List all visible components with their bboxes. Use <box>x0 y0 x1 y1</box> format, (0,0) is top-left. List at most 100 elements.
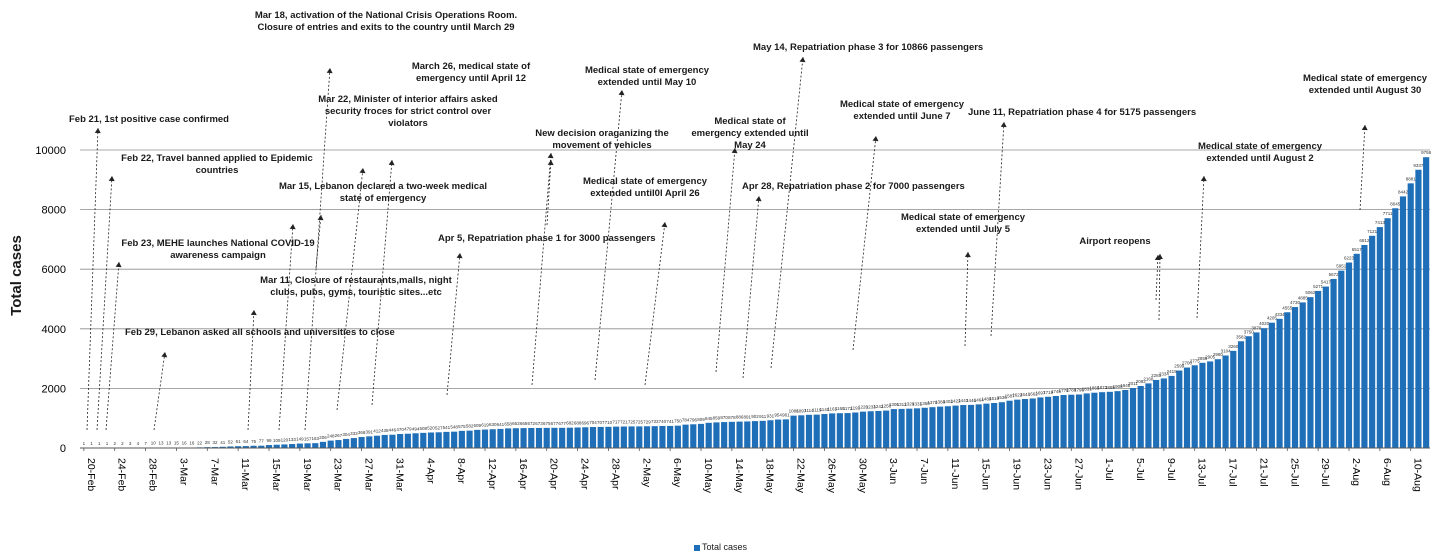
data-label: 878 <box>728 415 736 420</box>
data-label: 1788 <box>1066 388 1077 393</box>
bar <box>813 414 820 448</box>
bar <box>1122 390 1129 448</box>
data-label: 1536 <box>997 395 1008 400</box>
data-label: 1464 <box>974 397 985 402</box>
data-label: 677 <box>551 421 559 426</box>
annotation-arrow <box>1158 253 1161 321</box>
x-tick-label: 8-Apr <box>455 458 467 484</box>
data-label: 740 <box>659 419 667 424</box>
bar <box>682 424 689 448</box>
data-label: 1168 <box>835 406 845 411</box>
data-label: 4555 <box>1282 305 1293 310</box>
bar <box>775 419 782 448</box>
x-tick-label: 20-Apr <box>548 458 560 490</box>
arrow-head <box>731 148 738 154</box>
data-label: 22 <box>197 440 203 445</box>
data-label: 1119 <box>812 408 822 413</box>
data-label: 1442 <box>958 398 969 403</box>
bar <box>975 404 982 448</box>
data-label: 109 <box>273 438 281 443</box>
data-label: 163 <box>312 436 320 441</box>
data-label: 527 <box>435 425 443 430</box>
annotation-text: Apr 28, Repatriation phase 2 for 7000 pa… <box>742 181 965 192</box>
arrow-head <box>1000 122 1007 128</box>
data-label: 9337 <box>1413 163 1424 168</box>
y-tick-label: 10000 <box>35 145 66 157</box>
data-label: 77 <box>259 439 265 444</box>
data-label: 609 <box>474 423 482 428</box>
data-label: 16 <box>182 441 188 446</box>
data-label: 64 <box>243 439 249 444</box>
data-label: 368 <box>358 430 366 435</box>
data-label: 2168 <box>1143 376 1154 381</box>
x-tick-label: 14-May <box>733 458 745 494</box>
bar <box>805 414 813 448</box>
annotation-arrow <box>770 56 804 369</box>
axes: 0 2000 4000 6000 8000 10000 20-Feb 24-Feb 28-Feb… <box>35 145 1430 494</box>
bar <box>474 429 481 448</box>
bar <box>566 427 573 448</box>
bar <box>852 412 859 448</box>
data-label: 1831 <box>1082 386 1093 391</box>
annotation-arrow <box>531 152 552 386</box>
x-tick-label: 19-Jun <box>1011 458 1023 490</box>
x-tick-label: 24-Apr <box>579 458 591 490</box>
data-label: 784 <box>682 418 690 423</box>
x-tick-label: 28-Feb <box>147 458 159 491</box>
data-label: 4020 <box>1259 321 1270 326</box>
data-label: 1719 <box>1043 390 1054 395</box>
bar <box>960 405 967 448</box>
data-label: 2980 <box>1213 352 1224 357</box>
data-label: 99 <box>266 438 272 443</box>
bar <box>512 428 519 448</box>
data-label: 1172 <box>843 406 853 411</box>
bar <box>1137 385 1144 448</box>
data-label: 7413 <box>1375 220 1386 225</box>
bar <box>1230 350 1237 448</box>
arrow-head <box>317 215 324 221</box>
arrow-head <box>1200 176 1207 182</box>
bar <box>1068 394 1075 448</box>
annotation-text: Mar 22, Minister of interior affairs ask… <box>318 94 498 129</box>
arrow-head <box>161 352 168 358</box>
data-label: 1 <box>83 441 86 446</box>
data-label: 1331 <box>912 401 923 406</box>
data-label: 1873 <box>1097 385 1108 390</box>
data-label: 61 <box>236 439 242 444</box>
bars <box>80 157 1430 449</box>
data-label: 5672 <box>1329 272 1340 277</box>
arrow-head <box>547 160 554 166</box>
x-tick-label: 28-Apr <box>609 458 621 490</box>
arrow-head <box>359 168 366 174</box>
annotation-text: Feb 23, MEHE launches National COVID-19 … <box>121 238 315 261</box>
bar <box>1415 169 1422 449</box>
arrow-head <box>289 224 296 230</box>
bar <box>582 427 589 448</box>
bar <box>389 434 396 448</box>
arrow-head <box>799 57 806 63</box>
bar <box>921 407 928 448</box>
data-label: 672 <box>528 421 536 426</box>
x-tick-label: 10-May <box>702 458 714 494</box>
data-label: 673 <box>535 421 543 426</box>
bar <box>312 443 319 448</box>
annotation-text: Mar 18, activation of the National Crisi… <box>254 10 518 33</box>
data-label: 4730 <box>1290 300 1301 305</box>
data-label: 3879 <box>1251 325 1262 330</box>
arrow-head <box>547 153 554 159</box>
x-tick-label: 2-Aug <box>1350 458 1362 486</box>
data-label: 1 <box>98 441 101 446</box>
bar <box>1423 157 1430 448</box>
bar <box>373 435 381 448</box>
x-tick-label: 30-May <box>856 458 868 494</box>
data-label: 7121 <box>1367 229 1378 234</box>
annotation-arrow <box>1359 124 1366 211</box>
x-tick-label: 6-Aug <box>1381 458 1393 486</box>
data-label: 15 <box>174 441 180 446</box>
x-tick-label: 2-May <box>640 458 652 488</box>
bar <box>358 437 365 448</box>
data-label: 1 <box>90 441 93 446</box>
data-label: 5951 <box>1336 264 1347 269</box>
arrow-head <box>1154 255 1161 261</box>
annotation-arrow <box>644 221 666 386</box>
